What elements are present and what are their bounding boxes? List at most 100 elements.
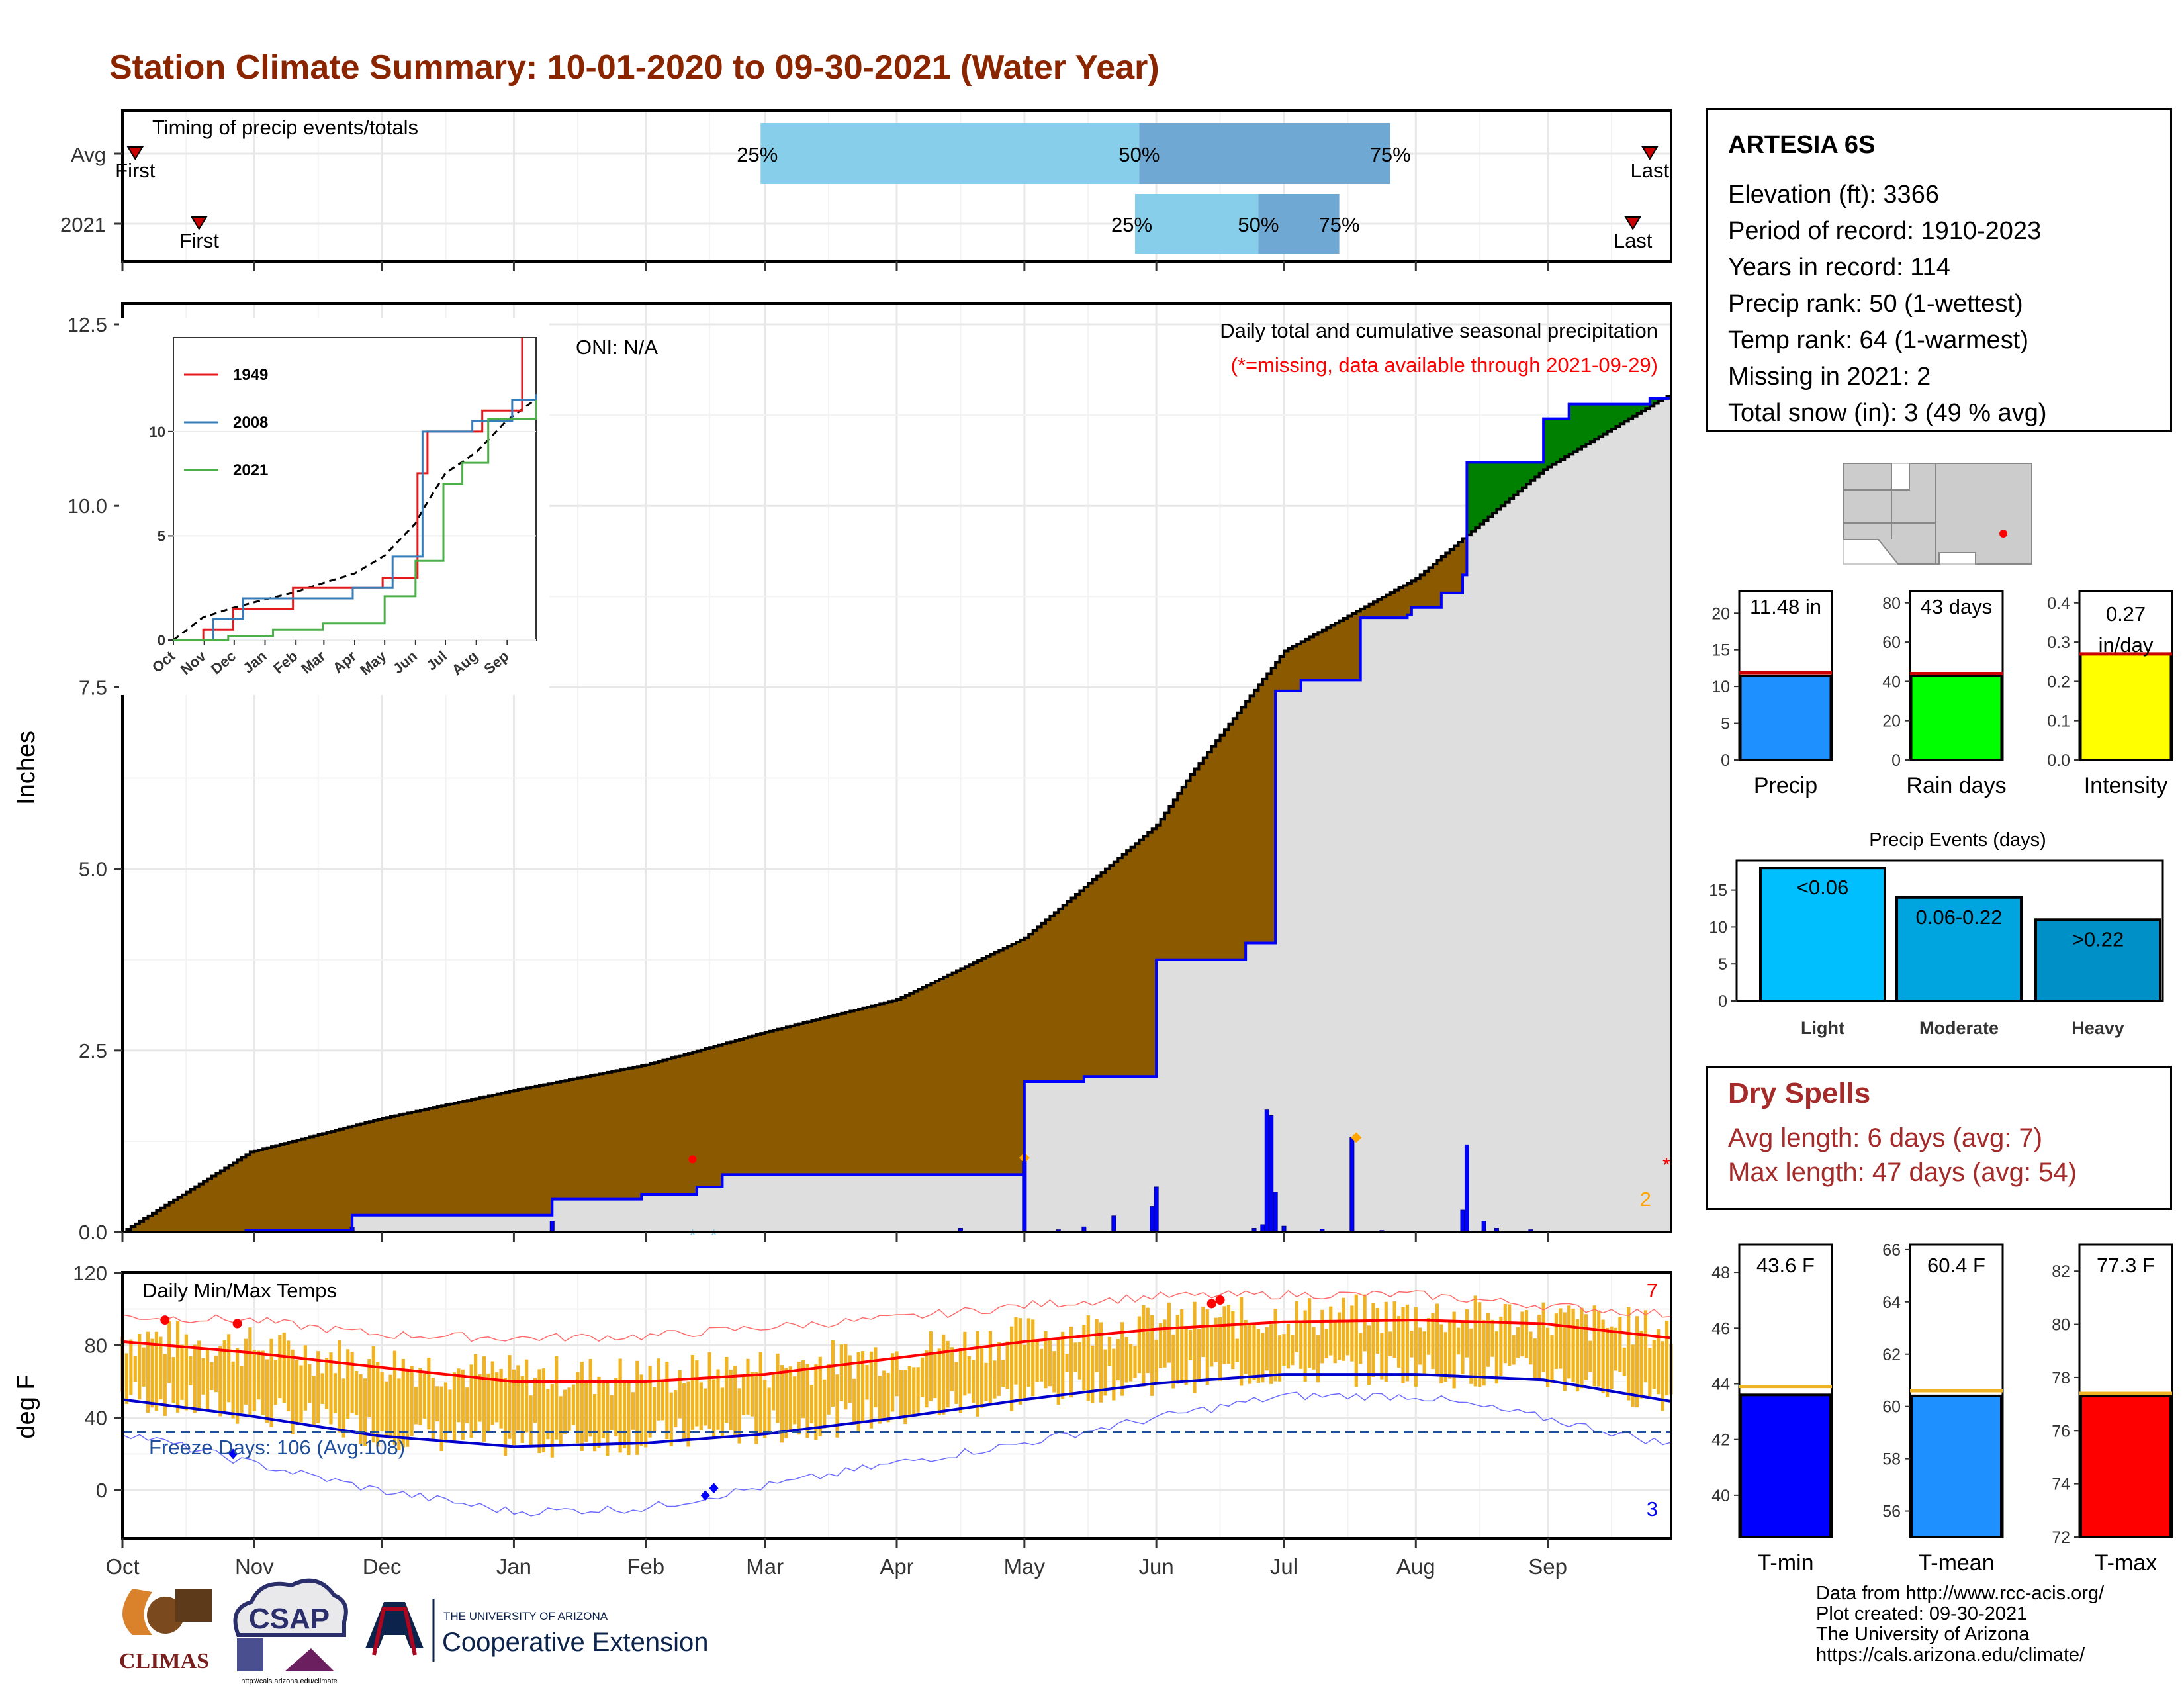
surplus-area xyxy=(1637,404,1642,414)
daily-temp-bar xyxy=(546,1389,550,1440)
precip-y-tick: 7.5 xyxy=(79,676,107,699)
deficit-area xyxy=(1020,939,1025,1175)
surplus-area xyxy=(1607,404,1612,432)
deficit-area xyxy=(467,1100,472,1215)
record-low-marker xyxy=(700,1490,710,1501)
daily-temp-bar xyxy=(1291,1335,1295,1366)
temp-y-tick: 40 xyxy=(85,1407,107,1430)
deficit-area xyxy=(398,1115,404,1215)
daily-temp-bar xyxy=(1133,1346,1137,1379)
daily-temp-bar xyxy=(1069,1326,1073,1398)
daily-temp-bar xyxy=(406,1369,410,1447)
events-x-label: Heavy xyxy=(2071,1018,2124,1038)
deficit-area xyxy=(811,1020,817,1175)
deficit-area xyxy=(603,1073,608,1199)
daily-temp-bar xyxy=(741,1375,746,1415)
daily-temp-bar xyxy=(1508,1304,1512,1366)
daily-temp-bar xyxy=(644,1382,648,1448)
precip-events-chart: Precip Events (days) 0 5 10 15 <0.06 Light 0.06… xyxy=(1709,829,2164,1038)
deficit-area xyxy=(369,1121,374,1215)
deficit-area xyxy=(778,1029,783,1175)
daily-temp-bar xyxy=(227,1334,231,1403)
daily-temp-bar xyxy=(1388,1331,1392,1356)
daily-temp-bar xyxy=(1316,1335,1320,1383)
deficit-area xyxy=(769,1031,774,1175)
month-label: Oct xyxy=(105,1554,139,1579)
record-high-marker xyxy=(1206,1299,1216,1309)
timing-bar-upper xyxy=(1258,194,1340,254)
daily-temp-bar xyxy=(1414,1307,1418,1387)
daily-temp-bar xyxy=(1610,1326,1614,1389)
daily-temp-bar xyxy=(431,1378,435,1440)
temp-summary-y-tick: 62 xyxy=(1882,1346,1901,1364)
deficit-area xyxy=(629,1068,634,1199)
deficit-area xyxy=(237,1160,242,1232)
deficit-area xyxy=(790,1025,796,1175)
daily-temp-bar xyxy=(1639,1331,1643,1399)
deficit-area xyxy=(177,1197,183,1232)
timing-q25-label: 25% xyxy=(737,143,778,166)
daily-temp-bar xyxy=(963,1331,967,1396)
daily-temp-bar xyxy=(1529,1331,1533,1365)
surplus-area xyxy=(1539,462,1544,473)
daily-precip-bar xyxy=(549,1221,555,1233)
daily-temp-bar xyxy=(329,1352,333,1425)
daily-temp-bar xyxy=(525,1359,529,1433)
deficit-area xyxy=(1195,769,1200,960)
month-axis: Oct Nov Dec Jan Feb Mar Apr May Jun Jul Aug Sep xyxy=(105,1554,1567,1579)
deficit-area xyxy=(1071,898,1076,1082)
deficit-area xyxy=(739,1039,745,1175)
daily-temp-bar xyxy=(397,1378,401,1450)
temp-summary-y-tick: 72 xyxy=(2052,1528,2070,1547)
summary-bar-charts: 0 5 10 15 20 11.48 in Precip 0 20 40 60 80 43 days Ra… xyxy=(1711,590,2173,798)
deficit-area xyxy=(1262,679,1267,943)
deficit-area xyxy=(1454,545,1459,593)
daily-temp-bar xyxy=(674,1390,678,1428)
daily-temp-bar xyxy=(435,1386,439,1422)
daily-temp-bar xyxy=(1554,1313,1559,1369)
events-y-tick: 15 xyxy=(1709,882,1727,900)
daily-temp-bar xyxy=(1448,1320,1452,1379)
daily-temp-bar xyxy=(367,1359,371,1417)
precip-y-tick: 5.0 xyxy=(79,858,107,881)
surplus-area xyxy=(1615,404,1621,427)
daily-temp-bar xyxy=(809,1384,814,1424)
daily-temp-bar xyxy=(499,1368,503,1429)
daily-temp-bar xyxy=(252,1350,256,1411)
deficit-area xyxy=(696,1051,702,1187)
daily-temp-bar xyxy=(261,1350,265,1415)
daily-temp-bar xyxy=(976,1331,979,1417)
daily-temp-bar xyxy=(1124,1337,1128,1383)
avg-cumulative-area xyxy=(122,393,1671,1232)
daily-temp-bar xyxy=(1035,1340,1039,1382)
daily-temp-bar xyxy=(1193,1301,1197,1393)
daily-temp-bar xyxy=(1244,1319,1248,1374)
station-info-row: Elevation (ft): 3366 xyxy=(1728,181,1939,209)
daily-temp-bar xyxy=(1643,1310,1648,1383)
station-info-row: Temp rank: 64 (1-warmest) xyxy=(1728,326,2029,354)
deficit-area xyxy=(680,1055,685,1194)
temp-summary-y-tick: 66 xyxy=(1882,1241,1901,1260)
deficit-area xyxy=(531,1087,536,1215)
daily-temp-bar xyxy=(1537,1314,1541,1380)
daily-temp-bar xyxy=(222,1340,226,1411)
daily-temp-bar xyxy=(652,1387,657,1432)
daily-temp-bar xyxy=(363,1378,367,1446)
deficit-area xyxy=(786,1027,791,1175)
deficit-area xyxy=(986,956,991,1175)
deficit-area xyxy=(1356,611,1361,680)
daily-temp-bar xyxy=(635,1360,639,1455)
deficit-area xyxy=(782,1028,787,1175)
deficit-area xyxy=(565,1080,570,1199)
climas-logo: CLIMAS xyxy=(111,1583,214,1673)
deficit-area xyxy=(318,1135,323,1231)
daily-temp-bar xyxy=(1605,1327,1610,1397)
deficit-area xyxy=(1228,724,1234,960)
daily-temp-bar xyxy=(210,1362,214,1391)
daily-temp-bar xyxy=(1490,1319,1494,1357)
daily-temp-bar xyxy=(1584,1314,1588,1381)
daily-temp-bar xyxy=(1269,1324,1273,1384)
daily-temp-bar xyxy=(550,1383,554,1458)
daily-temp-bar xyxy=(1256,1329,1261,1383)
csap-url: http://cals.arizona.edu/climate xyxy=(241,1677,338,1685)
